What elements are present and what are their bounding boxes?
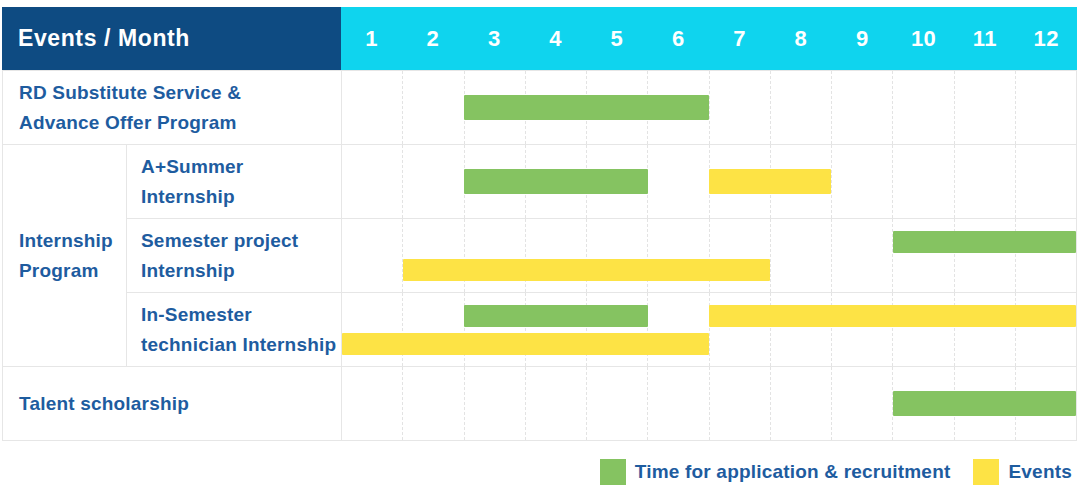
- legend-label-events: Events: [1008, 461, 1072, 483]
- legend-item-events: Events: [973, 459, 1072, 485]
- month-gridline-cell: [954, 71, 1015, 144]
- month-gridline-cell: [831, 219, 892, 292]
- month-gridline-cell: [709, 293, 770, 366]
- month-gridline-cell: [464, 293, 525, 366]
- legend-label-application: Time for application & recruitment: [635, 461, 951, 483]
- application-recruitment-bar: [464, 95, 709, 120]
- month-gridline-cell: [647, 145, 708, 218]
- month-gridline-cell: [1015, 145, 1076, 218]
- month-header-6: 6: [648, 7, 709, 70]
- month-header-9: 9: [832, 7, 893, 70]
- month-header-4: 4: [525, 7, 586, 70]
- month-gridline-cell: [464, 367, 525, 440]
- application-recruitment-bar: [893, 391, 1077, 416]
- event-label: Semester project Internship: [127, 219, 342, 292]
- chart-cell: [342, 293, 1076, 366]
- event-label: In-Semester technician Internship: [127, 293, 342, 366]
- application-recruitment-bar: [893, 231, 1077, 253]
- group-label-internship-program: Internship Program: [3, 145, 127, 366]
- month-gridline-cell: [464, 219, 525, 292]
- events-bar: [342, 333, 709, 355]
- month-gridline-cell: [647, 219, 708, 292]
- event-label: A+Summer Internship: [127, 145, 342, 218]
- events-bar: [709, 305, 1076, 327]
- legend: Time for application & recruitment Event…: [577, 459, 1072, 485]
- gantt-schedule: Events / Month 123456789101112 RD Substi…: [0, 0, 1080, 494]
- chart-cell: [342, 71, 1076, 144]
- month-gridline-cell: [402, 367, 463, 440]
- application-swatch-icon: [600, 459, 626, 485]
- month-header-12: 12: [1016, 7, 1077, 70]
- month-header-3: 3: [464, 7, 525, 70]
- month-gridline-cell: [1015, 71, 1076, 144]
- month-gridline-cell: [892, 219, 953, 292]
- month-gridline-cell: [831, 71, 892, 144]
- month-gridline-cell: [342, 71, 402, 144]
- table-row: RD Substitute Service & Advance Offer Pr…: [3, 70, 1076, 144]
- application-recruitment-bar: [464, 305, 648, 327]
- header-title: Events / Month: [2, 7, 341, 70]
- month-header-row: 123456789101112: [341, 7, 1077, 70]
- month-gridline-cell: [954, 293, 1015, 366]
- month-gridline-cell: [709, 367, 770, 440]
- month-gridline-cell: [770, 71, 831, 144]
- chart-cell: [342, 219, 1076, 292]
- month-gridline-cell: [402, 71, 463, 144]
- month-gridline-cell: [402, 293, 463, 366]
- month-gridline-cell: [525, 219, 586, 292]
- month-gridline-cell: [402, 145, 463, 218]
- legend-item-application: Time for application & recruitment: [600, 459, 951, 485]
- month-header-2: 2: [402, 7, 463, 70]
- month-gridline-cell: [525, 367, 586, 440]
- month-header-1: 1: [341, 7, 402, 70]
- month-gridline-cell: [342, 293, 402, 366]
- month-gridline-cell: [892, 71, 953, 144]
- application-recruitment-bar: [464, 169, 648, 194]
- month-gridline-cell: [1015, 293, 1076, 366]
- events-bar: [403, 259, 770, 281]
- month-gridline-cell: [892, 145, 953, 218]
- month-header-10: 10: [893, 7, 954, 70]
- month-gridline-cell: [954, 145, 1015, 218]
- table-body: RD Substitute Service & Advance Offer Pr…: [2, 70, 1077, 441]
- table-row: In-Semester technician Internship: [3, 292, 1076, 366]
- month-gridline-cell: [647, 293, 708, 366]
- events-swatch-icon: [973, 459, 999, 485]
- table-header-row: Events / Month 123456789101112: [2, 7, 1077, 70]
- chart-cell: [342, 145, 1076, 218]
- month-header-5: 5: [586, 7, 647, 70]
- month-gridline-cell: [586, 367, 647, 440]
- month-header-11: 11: [954, 7, 1015, 70]
- month-gridline-cell: [770, 367, 831, 440]
- table-row: A+Summer Internship: [3, 144, 1076, 218]
- month-gridline-cell: [342, 367, 402, 440]
- chart-cell: [342, 367, 1076, 440]
- month-gridline-cell: [770, 219, 831, 292]
- month-header-7: 7: [709, 7, 770, 70]
- table-row: Talent scholarship: [3, 366, 1076, 440]
- month-gridline-cell: [525, 293, 586, 366]
- month-header-8: 8: [770, 7, 831, 70]
- month-gridline-cell: [709, 219, 770, 292]
- month-gridline-cell: [402, 219, 463, 292]
- month-gridline-cell: [342, 145, 402, 218]
- month-gridline-cell: [709, 71, 770, 144]
- month-gridline-cell: [892, 293, 953, 366]
- month-gridline-cell: [770, 293, 831, 366]
- schedule-table: Events / Month 123456789101112 RD Substi…: [2, 7, 1077, 441]
- event-label: Talent scholarship: [3, 367, 342, 440]
- month-gridline-cell: [342, 219, 402, 292]
- event-label: RD Substitute Service & Advance Offer Pr…: [3, 71, 342, 144]
- table-row: Semester project Internship: [3, 218, 1076, 292]
- month-gridline-cell: [954, 219, 1015, 292]
- month-gridline-cell: [831, 145, 892, 218]
- month-gridline-cell: [831, 367, 892, 440]
- events-bar: [709, 169, 831, 194]
- month-gridline-cell: [586, 293, 647, 366]
- month-gridline-cell: [647, 367, 708, 440]
- month-gridline-cell: [586, 219, 647, 292]
- month-gridline-cell: [1015, 219, 1076, 292]
- month-gridline-cell: [831, 293, 892, 366]
